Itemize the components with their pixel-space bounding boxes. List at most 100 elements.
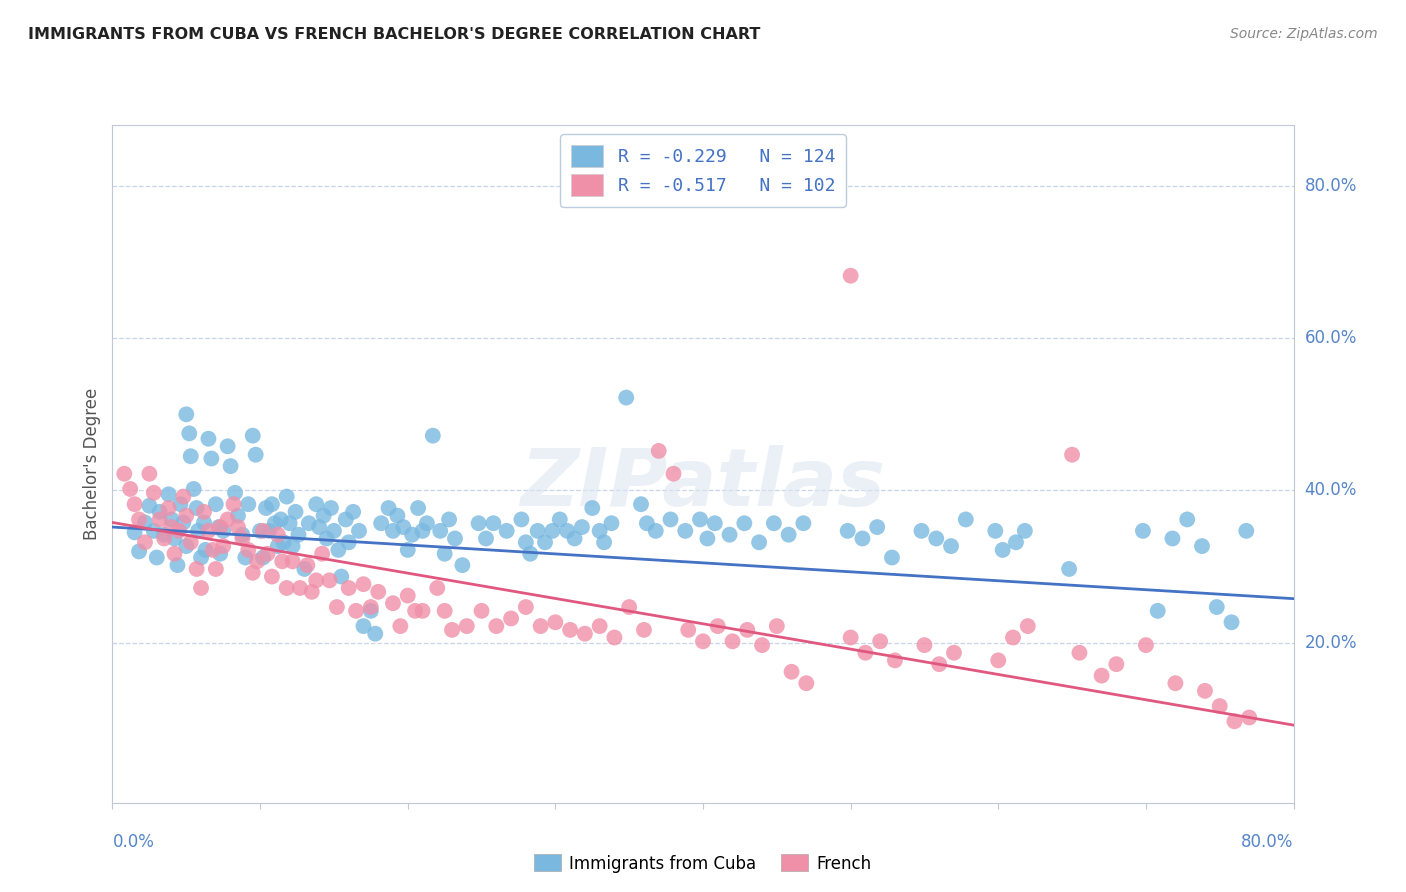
Point (581, 501, 603, 516)
Point (939, 539, 962, 553)
Point (925, 532, 948, 546)
Point (515, 600, 537, 615)
Point (335, 512, 357, 526)
Point (1239, 710, 1261, 724)
Point (377, 501, 399, 516)
Point (928, 657, 950, 672)
Point (205, 562, 228, 576)
Point (128, 544, 150, 558)
Point (1017, 619, 1039, 633)
Point (252, 550, 274, 565)
Point (778, 527, 800, 541)
Point (160, 512, 183, 526)
Point (238, 542, 260, 557)
Point (495, 524, 517, 538)
Point (190, 581, 212, 595)
Point (347, 524, 370, 538)
Point (526, 524, 548, 538)
Point (796, 676, 818, 690)
Point (839, 268, 862, 283)
Point (190, 550, 212, 565)
Point (456, 619, 478, 633)
Text: 80.0%: 80.0% (1241, 833, 1294, 851)
Point (984, 524, 1007, 538)
Point (245, 448, 267, 462)
Point (534, 535, 557, 549)
Point (482, 516, 505, 531)
Point (142, 485, 165, 500)
Point (166, 558, 188, 573)
Point (1223, 714, 1246, 729)
Point (851, 532, 873, 546)
Point (305, 497, 328, 511)
Point (389, 619, 412, 633)
Point (153, 532, 176, 546)
Point (644, 524, 666, 538)
Legend: R = -0.229   N = 124, R = -0.517   N = 102: R = -0.229 N = 124, R = -0.517 N = 102 (560, 134, 846, 207)
Point (441, 623, 464, 637)
Point (238, 497, 260, 511)
Point (146, 550, 169, 565)
Point (186, 501, 208, 516)
Point (149, 512, 172, 526)
Point (1208, 699, 1232, 714)
Point (323, 524, 346, 538)
Point (208, 520, 231, 534)
Point (360, 604, 382, 618)
Point (884, 653, 907, 667)
Point (128, 512, 150, 526)
Point (183, 482, 205, 496)
Point (416, 516, 439, 531)
Text: ZIPatlas: ZIPatlas (520, 445, 886, 524)
Point (404, 604, 426, 618)
Point (308, 520, 330, 534)
Point (231, 527, 253, 541)
Point (226, 520, 249, 534)
Point (157, 501, 180, 516)
Point (406, 501, 429, 516)
Point (281, 554, 304, 568)
Point (231, 532, 253, 546)
Point (519, 547, 541, 561)
Point (548, 512, 571, 526)
Point (187, 524, 209, 538)
Point (209, 547, 232, 561)
Point (475, 532, 498, 546)
Point (318, 574, 340, 588)
Point (692, 634, 714, 648)
Point (544, 615, 567, 630)
Point (647, 443, 671, 458)
Point (444, 532, 467, 546)
Point (1220, 615, 1243, 630)
Point (219, 459, 242, 474)
Point (319, 501, 342, 516)
Point (134, 516, 156, 530)
Point (1146, 604, 1168, 618)
Point (193, 505, 215, 519)
Point (163, 547, 186, 561)
Point (426, 581, 449, 595)
Point (1132, 524, 1154, 538)
Point (1175, 512, 1198, 526)
Point (1191, 539, 1213, 553)
Point (987, 653, 1010, 667)
Point (673, 524, 696, 538)
Y-axis label: Bachelor's Degree: Bachelor's Degree (83, 388, 101, 540)
Point (312, 508, 335, 523)
Point (706, 619, 728, 633)
Text: 0.0%: 0.0% (112, 833, 155, 851)
Point (942, 646, 965, 660)
Point (124, 497, 146, 511)
Point (242, 428, 264, 442)
Point (264, 516, 287, 531)
Point (396, 589, 419, 603)
Point (437, 512, 460, 526)
Point (510, 512, 533, 526)
Point (179, 426, 201, 441)
Point (270, 512, 292, 526)
Point (271, 554, 294, 568)
Point (256, 547, 278, 561)
Point (762, 516, 785, 531)
Point (163, 532, 186, 546)
Point (180, 449, 202, 463)
